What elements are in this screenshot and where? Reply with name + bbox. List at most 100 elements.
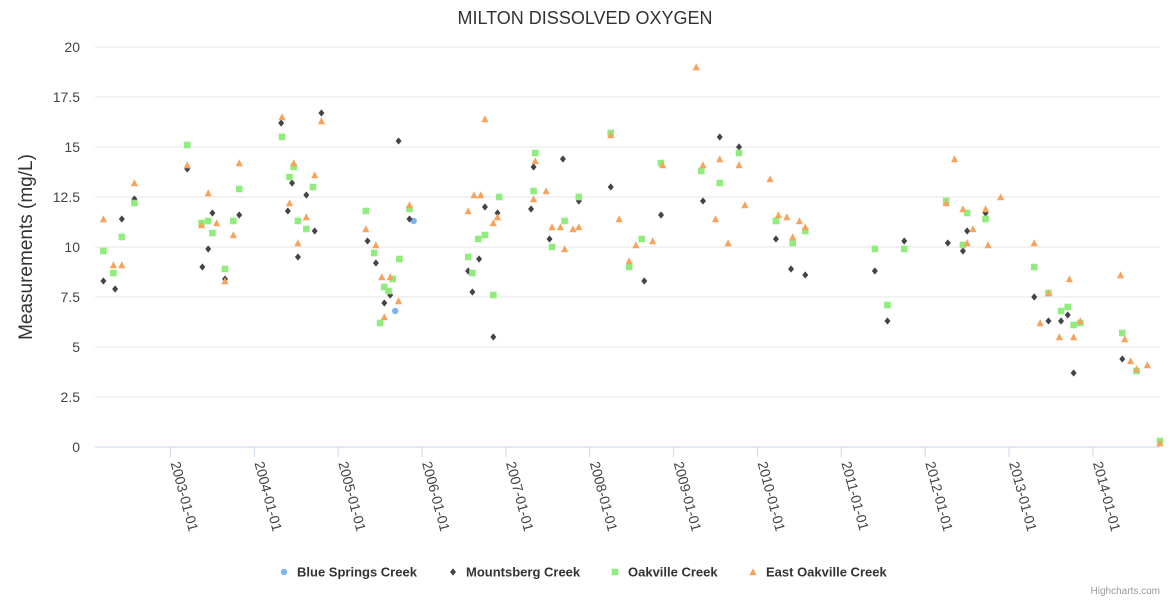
point-east-oakville-creek[interactable] [997, 193, 1005, 201]
point-east-oakville-creek[interactable] [481, 115, 489, 123]
point-east-oakville-creek[interactable] [477, 191, 485, 199]
point-east-oakville-creek[interactable] [716, 155, 724, 163]
point-mountsberg-creek[interactable] [209, 209, 216, 217]
point-oakville-creek[interactable] [959, 241, 967, 249]
point-east-oakville-creek[interactable] [1036, 319, 1044, 327]
point-east-oakville-creek[interactable] [659, 161, 667, 169]
point-east-oakville-creek[interactable] [1121, 335, 1129, 343]
point-mountsberg-creek[interactable] [372, 259, 379, 267]
point-oakville-creek[interactable] [638, 235, 646, 243]
point-mountsberg-creek[interactable] [494, 209, 501, 217]
point-east-oakville-creek[interactable] [735, 161, 743, 169]
point-oakville-creek[interactable] [481, 231, 489, 239]
point-east-oakville-creek[interactable] [183, 161, 191, 169]
point-oakville-creek[interactable] [118, 233, 126, 241]
point-oakville-creek[interactable] [221, 265, 229, 273]
legend[interactable]: Blue Springs Creek Mountsberg Creek Oakvil… [280, 565, 888, 580]
point-oakville-creek[interactable] [309, 183, 317, 191]
point-oakville-creek[interactable] [871, 245, 879, 253]
point-east-oakville-creek[interactable] [221, 277, 229, 285]
point-oakville-creek[interactable] [385, 287, 392, 295]
point-mountsberg-creek[interactable] [658, 211, 665, 219]
point-east-oakville-creek[interactable] [625, 257, 633, 265]
point-oakville-creek[interactable] [1057, 307, 1065, 315]
credits-link[interactable]: Highcharts.com [1091, 586, 1160, 597]
point-oakville-creek[interactable] [204, 217, 212, 225]
point-oakville-creek[interactable] [406, 205, 413, 213]
point-east-oakville-creek[interactable] [109, 261, 118, 269]
point-east-oakville-creek[interactable] [942, 199, 950, 207]
point-mountsberg-creek[interactable] [364, 237, 371, 245]
point-oakville-creek[interactable] [294, 217, 302, 225]
point-oakville-creek[interactable] [575, 193, 583, 201]
point-east-oakville-creek[interactable] [1070, 333, 1078, 341]
point-east-oakville-creek[interactable] [783, 213, 791, 221]
point-mountsberg-creek[interactable] [381, 299, 388, 307]
point-east-oakville-creek[interactable] [278, 113, 286, 121]
point-east-oakville-creek[interactable] [766, 175, 774, 183]
point-mountsberg-creek[interactable] [236, 211, 243, 219]
point-oakville-creek[interactable] [1070, 321, 1077, 329]
point-east-oakville-creek[interactable] [130, 179, 139, 187]
point-oakville-creek[interactable] [396, 255, 403, 263]
point-east-oakville-creek[interactable] [774, 211, 783, 219]
point-east-oakville-creek[interactable] [317, 117, 326, 125]
point-east-oakville-creek[interactable] [1055, 333, 1063, 341]
point-oakville-creek[interactable] [278, 133, 286, 141]
point-mountsberg-creek[interactable] [1058, 317, 1065, 325]
point-oakville-creek[interactable] [561, 217, 568, 225]
point-east-oakville-creek[interactable] [204, 189, 212, 197]
point-mountsberg-creek[interactable] [1031, 293, 1038, 301]
point-mountsberg-creek[interactable] [559, 155, 566, 163]
point-east-oakville-creek[interactable] [394, 297, 403, 305]
point-east-oakville-creek[interactable] [575, 223, 583, 231]
point-mountsberg-creek[interactable] [788, 265, 795, 273]
point-east-oakville-creek[interactable] [372, 241, 380, 249]
point-mountsberg-creek[interactable] [530, 163, 537, 171]
point-oakville-creek[interactable] [801, 227, 809, 235]
point-mountsberg-creek[interactable] [871, 267, 878, 275]
point-east-oakville-creek[interactable] [464, 207, 472, 215]
point-oakville-creek[interactable] [490, 291, 497, 299]
point-oakville-creek[interactable] [464, 253, 472, 261]
point-oakville-creek[interactable] [530, 187, 537, 195]
point-east-oakville-creek[interactable] [969, 225, 977, 233]
point-mountsberg-creek[interactable] [528, 205, 535, 213]
point-oakville-creek[interactable] [131, 199, 138, 207]
point-east-oakville-creek[interactable] [285, 199, 294, 207]
point-mountsberg-creek[interactable] [1045, 317, 1052, 325]
point-east-oakville-creek[interactable] [699, 161, 707, 169]
point-east-oakville-creek[interactable] [362, 225, 370, 233]
point-oakville-creek[interactable] [716, 179, 724, 187]
point-east-oakville-creek[interactable] [569, 225, 577, 233]
point-east-oakville-creek[interactable] [556, 223, 565, 231]
point-east-oakville-creek[interactable] [789, 233, 797, 241]
point-mountsberg-creek[interactable] [294, 253, 301, 261]
point-oakville-creek[interactable] [362, 207, 370, 215]
point-oakville-creek[interactable] [772, 217, 780, 225]
point-mountsberg-creek[interactable] [884, 317, 891, 325]
point-mountsberg-creek[interactable] [959, 247, 966, 255]
point-east-oakville-creek[interactable] [950, 155, 959, 163]
point-mountsberg-creek[interactable] [641, 277, 648, 285]
point-mountsberg-creek[interactable] [546, 235, 553, 243]
point-east-oakville-creek[interactable] [302, 213, 310, 221]
point-east-oakville-creek[interactable] [489, 219, 497, 227]
point-mountsberg-creek[interactable] [284, 207, 291, 215]
point-oakville-creek[interactable] [100, 247, 107, 255]
point-oakville-creek[interactable] [1118, 329, 1126, 337]
point-mountsberg-creek[interactable] [205, 245, 212, 253]
point-mountsberg-creek[interactable] [772, 235, 779, 243]
point-mountsberg-creek[interactable] [1070, 369, 1077, 377]
point-mountsberg-creek[interactable] [944, 239, 951, 247]
point-mountsberg-creek[interactable] [802, 271, 809, 279]
point-mountsberg-creek[interactable] [607, 183, 614, 191]
point-oakville-creek[interactable] [303, 225, 310, 233]
point-oakville-creek[interactable] [1030, 263, 1038, 271]
point-mountsberg-creek[interactable] [716, 133, 723, 141]
point-east-oakville-creek[interactable] [1116, 271, 1125, 279]
point-oakville-creek[interactable] [235, 185, 243, 193]
point-oakville-creek[interactable] [697, 167, 705, 175]
point-east-oakville-creek[interactable] [561, 245, 569, 253]
point-mountsberg-creek[interactable] [1064, 311, 1071, 319]
